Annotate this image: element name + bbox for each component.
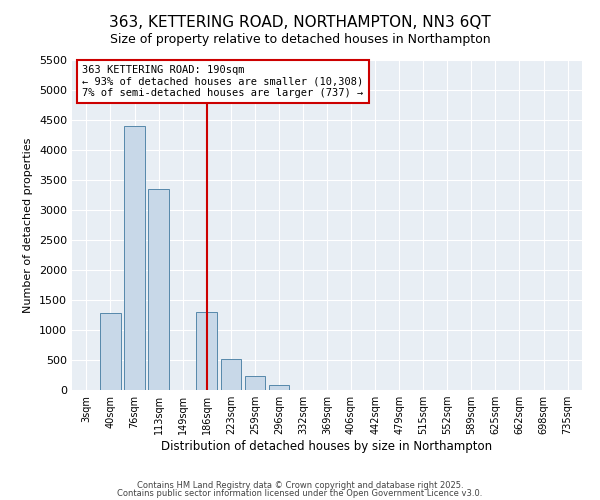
Text: Contains public sector information licensed under the Open Government Licence v3: Contains public sector information licen…	[118, 489, 482, 498]
Text: Contains HM Land Registry data © Crown copyright and database right 2025.: Contains HM Land Registry data © Crown c…	[137, 480, 463, 490]
Bar	[269, 384, 289, 390]
Text: 363 KETTERING ROAD: 190sqm
← 93% of detached houses are smaller (10,308)
7% of s: 363 KETTERING ROAD: 190sqm ← 93% of deta…	[82, 65, 364, 98]
Y-axis label: Number of detached properties: Number of detached properties	[23, 138, 34, 312]
Bar	[245, 376, 265, 390]
Bar	[196, 312, 217, 390]
Text: 363, KETTERING ROAD, NORTHAMPTON, NN3 6QT: 363, KETTERING ROAD, NORTHAMPTON, NN3 6Q…	[109, 15, 491, 30]
Bar	[148, 189, 169, 390]
Text: Size of property relative to detached houses in Northampton: Size of property relative to detached ho…	[110, 32, 490, 46]
X-axis label: Distribution of detached houses by size in Northampton: Distribution of detached houses by size …	[161, 440, 493, 453]
Bar	[124, 126, 145, 390]
Bar	[100, 313, 121, 390]
Bar	[221, 360, 241, 390]
